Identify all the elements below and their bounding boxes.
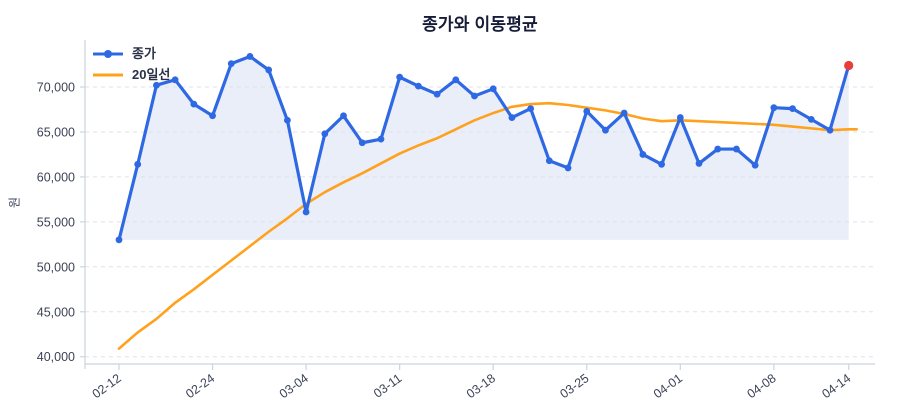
x-tick-label: 03-11 (371, 371, 404, 401)
close-point-marker (751, 161, 759, 169)
close-point-marker (265, 66, 273, 74)
y-tick-label: 50,000 (37, 260, 75, 274)
close-point-marker (564, 164, 572, 172)
close-point-marker (620, 109, 628, 117)
close-point-marker (489, 85, 497, 93)
close-point-marker (190, 100, 198, 108)
close-point-marker (676, 114, 684, 121)
x-tick-label: 02-24 (183, 371, 217, 401)
close-point-marker (321, 130, 329, 138)
x-tick-label: 04-14 (819, 371, 853, 401)
close-point-marker (283, 116, 291, 124)
y-tick-label: 45,000 (37, 305, 75, 319)
x-tick-label: 04-01 (651, 371, 685, 401)
ma-line-swatch (93, 73, 123, 77)
close-point-marker (414, 82, 422, 90)
x-tick-label: 03-18 (464, 371, 498, 401)
close-point-marker (134, 160, 142, 168)
close-point-marker (826, 126, 834, 134)
close-point-marker (358, 139, 366, 147)
close-point-marker (733, 145, 740, 153)
close-point-marker (602, 126, 609, 134)
close-point-marker (639, 151, 647, 158)
close-point-marker (770, 104, 778, 112)
close-point-marker (302, 208, 310, 216)
x-tick-label: 04-08 (745, 371, 779, 401)
close-line (117, 54, 851, 242)
close-point-marker (246, 53, 254, 60)
legend-item-ma20: 20일선 (93, 67, 170, 83)
x-tick-label: 02-12 (90, 371, 124, 401)
legend-item-close: 종가 (93, 46, 170, 62)
x-tick-label: 03-04 (277, 371, 311, 401)
y-tick-label: 65,000 (37, 125, 75, 139)
close-point-marker (789, 105, 796, 112)
close-point-marker (227, 60, 235, 68)
last-point-marker-red (844, 60, 854, 71)
close-point-marker (508, 114, 516, 121)
close-point-marker (658, 160, 665, 168)
close-point-marker (209, 112, 216, 120)
close-point-marker (471, 92, 478, 100)
close-point-marker (433, 90, 441, 98)
close-point-marker (527, 105, 535, 112)
close-point-marker (340, 112, 347, 120)
y-axis-title: 원 (7, 196, 22, 209)
close-point-marker (452, 76, 460, 84)
y-tick-label: 60,000 (37, 170, 75, 184)
legend: 종가 20일선 (93, 46, 170, 83)
y-tick-label: 40,000 (37, 350, 75, 364)
y-tick-label: 55,000 (37, 215, 75, 229)
close-point-marker (545, 157, 553, 165)
close-point-marker (714, 145, 722, 153)
close-point-marker (153, 81, 160, 89)
legend-label-close: 종가 (132, 46, 156, 61)
close-point-marker (115, 236, 123, 244)
y-tick-label: 70,000 (37, 81, 75, 95)
close-point-marker (583, 107, 591, 115)
legend-label-ma20: 20일선 (132, 67, 171, 82)
chart-title: 종가와 이동평균 (422, 15, 538, 34)
close-point-marker (377, 135, 385, 143)
x-tick-label: 03-25 (557, 371, 591, 401)
close-point-marker (396, 73, 404, 81)
close-point-marker (807, 115, 815, 123)
ma20-line (117, 101, 859, 350)
close-line-swatch (93, 50, 123, 58)
close-point-marker (695, 160, 703, 167)
close-point-marker (171, 76, 179, 84)
